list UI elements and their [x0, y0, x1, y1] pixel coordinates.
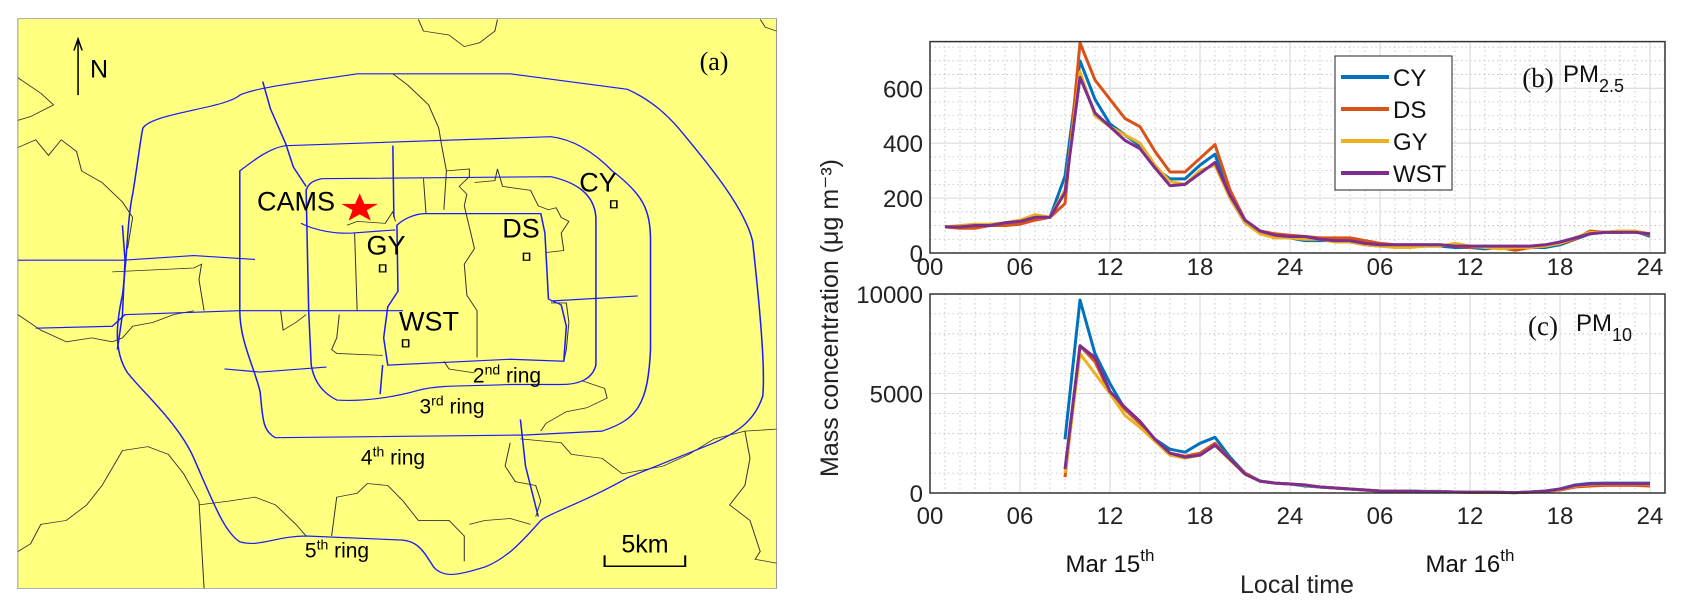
x-tick-label: 06 [1007, 503, 1034, 530]
panel-label: (b) [1522, 63, 1553, 93]
ring-roads [17, 73, 765, 575]
site-label-cy: CY [579, 167, 617, 198]
gy-site-marker [378, 264, 387, 273]
x-tick-label: 06 [1367, 503, 1394, 530]
x-tick-label: 12 [1457, 254, 1484, 281]
panel-title-main: PM [1563, 61, 1599, 88]
2nd-ring-road [382, 213, 568, 366]
plot-area [930, 41, 1665, 253]
cams-star-icon [341, 193, 379, 221]
north-label: N [89, 55, 109, 84]
ring-label-3rd: 3rd ring [419, 392, 485, 419]
ring-label-5th: 5th ring [304, 536, 370, 563]
site-label-gy: GY [366, 230, 406, 261]
5th-ring-road [116, 73, 765, 575]
site-label-ds: DS [502, 213, 540, 244]
x-tick-label: 00 [917, 503, 944, 530]
x-tick-label: 24 [1277, 503, 1304, 530]
map-panel-label: (a) [699, 47, 729, 76]
site-label-cams: CAMS [256, 186, 336, 217]
date-label-sup: th [1140, 546, 1154, 565]
x-axis-label: Local time [1240, 571, 1354, 599]
legend-label-wst: WST [1393, 161, 1447, 188]
axes-box [929, 40, 1666, 254]
x-tick-label: 12 [1457, 503, 1484, 530]
site-label-wst: WST [399, 306, 459, 337]
x-tick-label: 18 [1187, 503, 1214, 530]
panel-title-main: PM [1576, 310, 1612, 337]
series-line-wst [945, 75, 1651, 248]
y-axis-label: Mass concentration (μg m⁻³) [816, 159, 844, 477]
panel-title-subscript: 10 [1612, 325, 1632, 345]
series-line-wst [1063, 344, 1651, 495]
axes-box [929, 293, 1666, 494]
panel-title: PM10 [1576, 310, 1632, 345]
x-tick-label: 24 [1637, 503, 1664, 530]
3rd-ring-road [305, 176, 597, 401]
x-tick-label: 18 [1547, 254, 1574, 281]
panel-title-subscript: 2.5 [1599, 76, 1624, 96]
y-tick-label: 10000 [856, 282, 923, 309]
legend-label-gy: GY [1393, 129, 1428, 156]
y-tick-label: 0 [910, 481, 923, 508]
district-boundaries [17, 19, 777, 589]
x-tick-label: 06 [1007, 254, 1034, 281]
chart-pm25: 00 06 12 18 24 06 12 18 24 0 200 400 600 (b) PM2.5 CY DS… [883, 40, 1666, 281]
chart-pm10: 00 06 12 18 24 06 12 18 24 0 5000 10000 (c) PM10 Mar 1… [856, 282, 1666, 578]
4th-ring-road [239, 136, 652, 439]
x-tick-label: 18 [1187, 254, 1214, 281]
legend-label-ds: DS [1393, 97, 1426, 124]
ring-label-4th: 4th ring [360, 443, 426, 470]
date-label: Mar 15th [1066, 546, 1155, 578]
y-tick-label: 200 [883, 186, 923, 213]
x-tick-label: 24 [1277, 254, 1304, 281]
y-tick-label: 5000 [870, 382, 923, 409]
panel-label: (c) [1528, 311, 1558, 341]
x-tick-label: 24 [1637, 254, 1664, 281]
legend: CY DS GY WST [1334, 55, 1453, 191]
panel-title: PM2.5 [1563, 61, 1624, 96]
y-tick-label: 0 [910, 241, 923, 268]
date-label-text: Mar 15 [1066, 551, 1141, 578]
ring-label-2nd: 2nd ring [472, 361, 542, 388]
map-panel [17, 18, 778, 589]
scale-label: 5km [621, 530, 669, 559]
north-arrow-icon [73, 36, 83, 96]
x-tick-label: 18 [1547, 503, 1574, 530]
date-label-text: Mar 16 [1426, 551, 1501, 578]
x-tick-label: 12 [1097, 254, 1124, 281]
x-tick-label: 06 [1367, 254, 1394, 281]
scale-bar [603, 555, 687, 568]
ds-site-marker [522, 252, 531, 261]
date-label-sup: th [1500, 546, 1514, 565]
x-tick-label: 12 [1097, 503, 1124, 530]
cy-site-marker [609, 200, 618, 209]
legend-label-cy: CY [1393, 65, 1426, 92]
site-markers [378, 200, 618, 348]
wst-site-marker [401, 339, 410, 348]
date-label: Mar 16th [1426, 546, 1515, 578]
y-tick-label: 400 [883, 131, 923, 158]
x-tick-label: 00 [917, 254, 944, 281]
y-tick-label: 600 [883, 76, 923, 103]
